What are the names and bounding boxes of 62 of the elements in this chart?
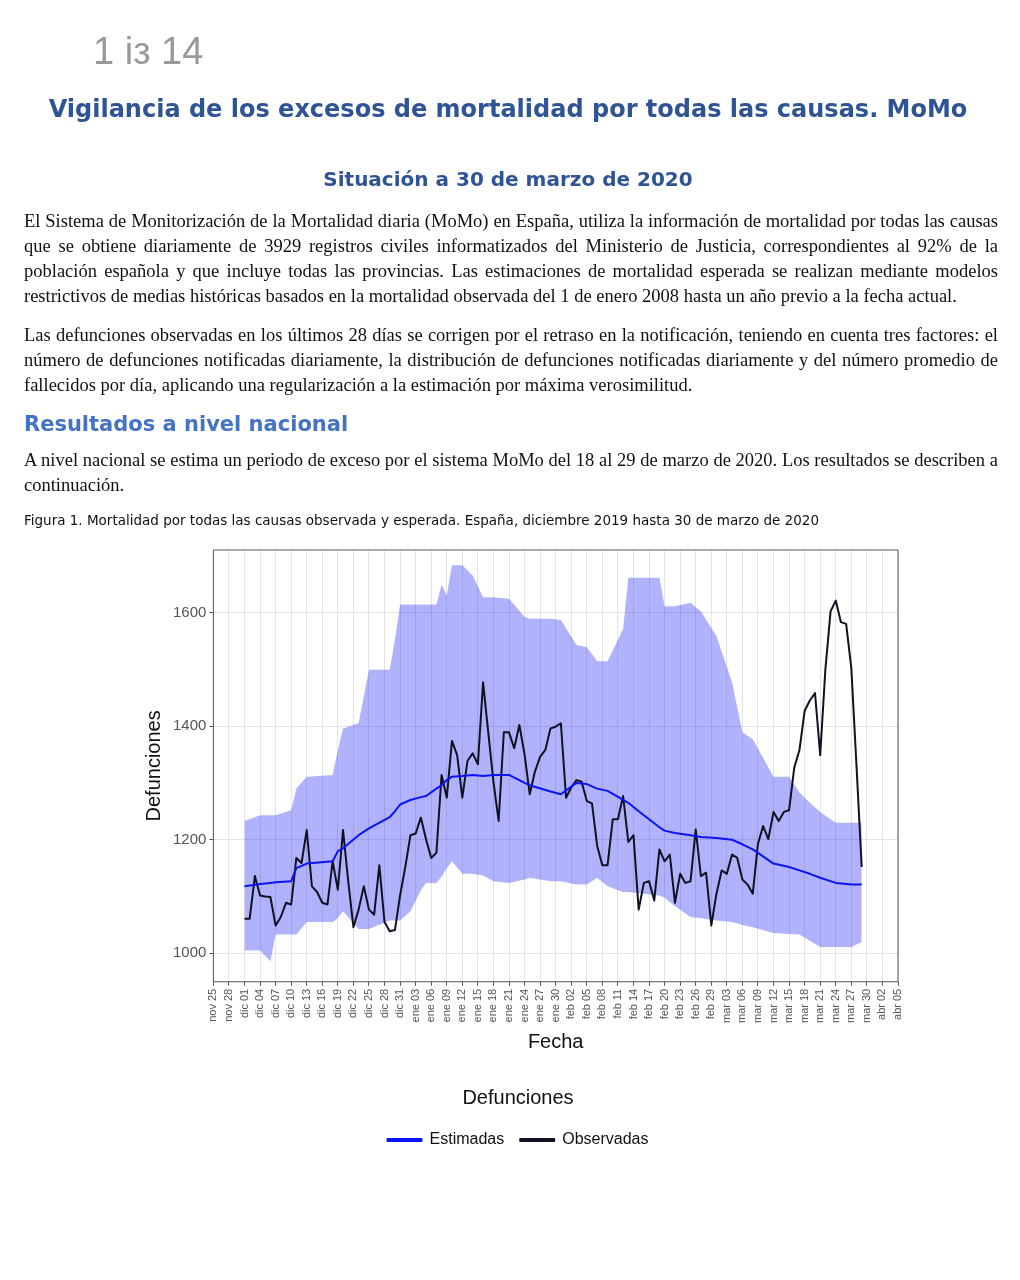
x-tick-label: ene 24 (517, 988, 530, 1023)
text: El Sistema de Monitorización de la Mortalidad diaria (MoMo) en España, utiliza la información de mortalidad por todas las causas que se obtiene diariamente de 3929 registros civiles informatizados del Ministerio de Justicia, correspondientes al 92% de la población española y que incluye todas las provincias. Las estimaciones de mortalidad esperada se realizan mediante modelos restrictivos de medias históricas basados en la mortalidad observada del 1 de enero 2008 hasta un año previo a la fecha actual. (24, 210, 998, 308)
x-tick-label: feb 02 (564, 988, 577, 1020)
x-tick-label: abr 05 (891, 988, 904, 1020)
x-tick-label: ene 06 (424, 988, 437, 1023)
text: Las defunciones observadas en los últimos 28 días se corrigen por el retraso en la notificación, teniendo en cuenta tres factores: el número de defunciones notificadas diariamente, la distribución de defunciones notificadas diariamente y del número promedio de fallecidos por día, aplicando una regularización a la estimación por máxima verosimilitud. (24, 324, 998, 397)
y-tick-label: 1600 (172, 602, 207, 620)
x-tick-label: ene 09 (439, 988, 452, 1023)
x-tick-label: dic 10 (284, 988, 297, 1019)
y-tick-label: 1200 (172, 829, 207, 847)
x-tick-label: dic 19 (330, 988, 343, 1019)
x-tick-label: ene 15 (470, 988, 483, 1023)
chart-title: Vigilancia de los excesos de mortalidad por todas las causas. MoMo (47, 95, 969, 123)
y-tick-label: 1000 (172, 943, 207, 961)
x-tick-label: dic 22 (346, 988, 359, 1019)
x-tick-label: nov 25 (206, 988, 219, 1022)
x-tick-label: dic 28 (377, 988, 390, 1019)
text: A nivel nacional se estima un periodo de exceso por el sistema MoMo del 18 al 29 de marzo de 2020. Los resultados se describen a continuación. (24, 449, 998, 497)
x-tick-label: ene 21 (502, 988, 515, 1023)
x-tick-label: dic 07 (268, 988, 281, 1019)
legend-title: Defunciones (462, 1085, 574, 1108)
x-tick-label: feb 26 (688, 988, 701, 1020)
chart-subtitle: Situación a 30 de marzo de 2020 (322, 167, 694, 191)
text: Resultados a nivel nacional (24, 412, 350, 436)
x-tick-label: feb 11 (610, 988, 623, 1019)
x-tick-label: mar 24 (828, 988, 841, 1024)
x-tick-label: abr 02 (875, 988, 888, 1020)
x-tick-label: dic 13 (299, 988, 312, 1019)
x-tick-label: mar 09 (750, 988, 763, 1024)
x-tick-label: dic 31 (393, 988, 406, 1019)
text: 1 iз 14 (93, 30, 205, 73)
x-tick-label: feb 14 (626, 988, 639, 1020)
x-tick-label: mar 21 (813, 988, 826, 1024)
x-tick-label: feb 20 (657, 988, 670, 1020)
x-tick-label: mar 30 (859, 988, 872, 1024)
x-tick-label: dic 04 (253, 988, 266, 1019)
x-axis-title: Fecha (527, 1029, 585, 1052)
x-tick-label: dic 25 (362, 988, 374, 1019)
x-tick-label: dic 16 (315, 988, 328, 1019)
x-tick-label: mar 06 (735, 988, 748, 1024)
x-tick-label: mar 18 (797, 988, 810, 1024)
x-tick-label: feb 17 (642, 988, 655, 1020)
x-tick-label: feb 08 (595, 988, 608, 1020)
x-tick-label: feb 29 (704, 988, 717, 1020)
x-tick-label: mar 27 (844, 988, 857, 1024)
x-tick-label: mar 12 (766, 988, 779, 1024)
legend-label: Observadas (562, 1130, 649, 1148)
x-tick-label: ene 27 (533, 988, 546, 1023)
x-tick-label: ene 30 (548, 988, 561, 1023)
text: Figura 1. Mortalidad por todas las causas observada y esperada. España, diciembre 2019 hasta 30 de marzo de 2020 (24, 512, 820, 528)
x-tick-label: feb 23 (673, 988, 686, 1020)
x-tick-label: ene 03 (408, 988, 421, 1023)
x-tick-label: ene 18 (486, 988, 499, 1023)
x-tick-label: feb 05 (579, 988, 592, 1020)
x-tick-label: mar 15 (782, 988, 795, 1024)
y-tick-label: 1400 (172, 716, 207, 734)
x-tick-label: nov 28 (221, 988, 234, 1022)
legend-label: Estimadas (429, 1130, 505, 1148)
y-axis-title: Defunciones (141, 710, 164, 822)
x-tick-label: ene 12 (455, 988, 468, 1023)
x-tick-label: mar 03 (719, 988, 732, 1024)
x-tick-label: dic 01 (237, 988, 250, 1019)
